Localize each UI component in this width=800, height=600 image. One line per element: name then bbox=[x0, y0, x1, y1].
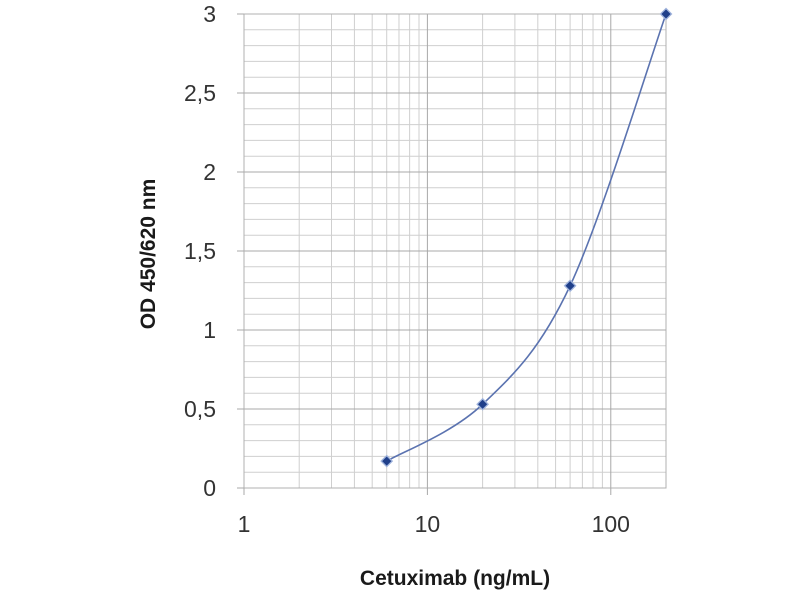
data-point-marker bbox=[380, 454, 394, 468]
y-tick-label: 2,5 bbox=[184, 80, 216, 106]
y-tick-label: 1,5 bbox=[184, 238, 216, 264]
y-tick-label: 1 bbox=[203, 317, 216, 343]
x-axis-title: Cetuximab (ng/mL) bbox=[360, 567, 550, 590]
series-line bbox=[386, 13, 667, 462]
x-tick-label: 10 bbox=[415, 511, 441, 537]
x-axis-tick-labels: 1 10 100 bbox=[238, 488, 630, 537]
data-point-marker bbox=[659, 7, 673, 21]
y-tick-label: 2 bbox=[203, 159, 216, 185]
data-series bbox=[380, 7, 673, 468]
x-tick-label: 1 bbox=[238, 511, 251, 537]
data-point-marker bbox=[563, 279, 577, 293]
y-axis-title: OD 450/620 nm bbox=[137, 179, 160, 330]
y-tick-label: 0,5 bbox=[184, 396, 216, 422]
y-tick-label: 3 bbox=[203, 1, 216, 27]
x-tick-label: 100 bbox=[592, 511, 630, 537]
y-axis-tick-labels: 0 0,5 1 1,5 2 2,5 3 bbox=[184, 1, 244, 501]
y-tick-label: 0 bbox=[203, 475, 216, 501]
data-point-marker bbox=[476, 397, 490, 411]
